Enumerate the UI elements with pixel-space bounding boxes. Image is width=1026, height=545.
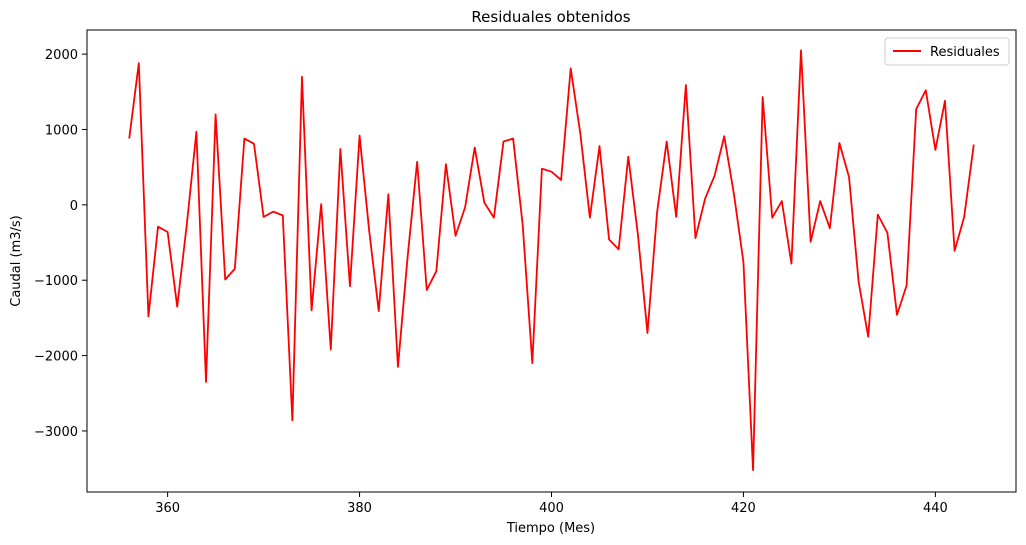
y-tick-label: −1000: [34, 274, 78, 289]
y-tick-label: −2000: [34, 350, 78, 365]
y-tick-label: 2000: [45, 48, 78, 63]
legend-entry-residuales: Residuales: [930, 45, 1000, 60]
y-axis-label: Caudal (m3/s): [9, 215, 24, 306]
legend-box: [884, 37, 1010, 66]
series-layer: [128, 49, 975, 472]
x-tick-label: 420: [731, 501, 756, 516]
chart-title: Residuales obtenidos: [471, 8, 630, 26]
y-tick-label: 1000: [45, 123, 78, 138]
y-tick-label: 0: [70, 199, 78, 214]
x-axis-label: Tiempo (Mes): [506, 521, 595, 536]
x-tick-label: 360: [155, 501, 180, 516]
plot-frame: [86, 29, 1017, 493]
plot-area: [87, 30, 1016, 492]
series-line-residuales: [128, 49, 975, 472]
y-tick-label: −3000: [34, 425, 78, 440]
x-axis-ticks: 360 380 400 420 440: [155, 492, 948, 516]
x-tick-label: 400: [539, 501, 564, 516]
legend: Residuales: [884, 37, 1010, 66]
x-tick-label: 440: [923, 501, 948, 516]
x-tick-label: 380: [347, 501, 372, 516]
y-axis-ticks: −3000 −2000 −1000 0 1000 2000: [34, 48, 87, 440]
